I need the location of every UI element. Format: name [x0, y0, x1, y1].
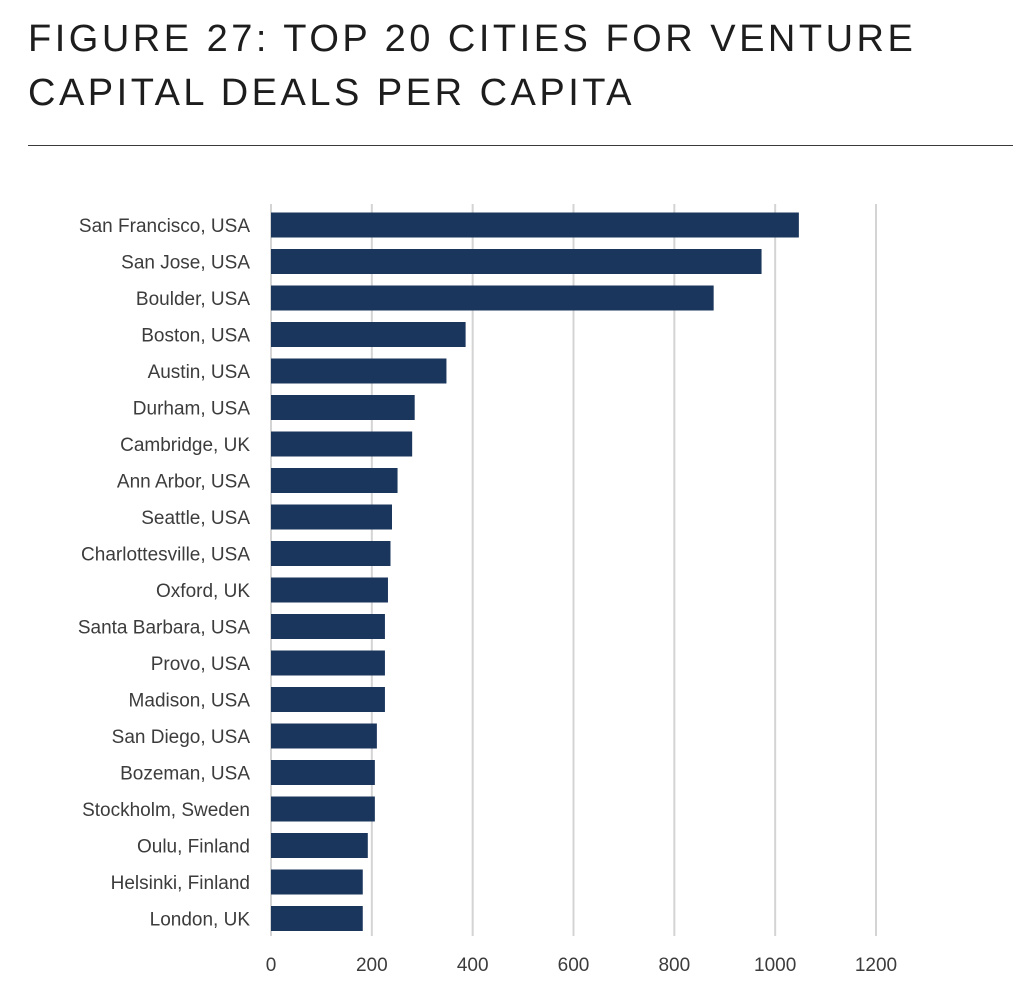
bar-santa-barbara-usa: [271, 614, 385, 639]
x-tick-label: 1200: [855, 955, 897, 976]
category-labels: San Francisco, USA San Jose, USA Boulder, …: [78, 216, 250, 931]
bar-charlottesville-usa: [271, 541, 391, 566]
category-label: San Diego, USA: [112, 727, 251, 748]
x-tick-label: 400: [457, 955, 489, 976]
bars: [271, 212, 799, 931]
x-tick-label: 600: [558, 955, 590, 976]
category-label: Stockholm, Sweden: [82, 800, 250, 821]
bar-oxford-uk: [271, 577, 388, 603]
bar-madison-usa: [271, 687, 385, 712]
category-label: Boston, USA: [141, 326, 250, 347]
category-label: San Jose, USA: [121, 253, 250, 274]
bar-boulder-usa: [271, 285, 714, 311]
bar-durham-usa: [271, 395, 415, 420]
category-label: Oulu, Finland: [137, 837, 250, 858]
category-label: Provo, USA: [151, 654, 251, 675]
x-tick-label: 1000: [754, 955, 796, 976]
bar-san-francisco-usa: [271, 212, 799, 238]
category-label: Helsinki, Finland: [111, 873, 250, 894]
bar-ann-arbor-usa: [271, 468, 398, 493]
category-label: Durham, USA: [133, 399, 251, 420]
category-label: Bozeman, USA: [120, 764, 250, 785]
category-label: Charlottesville, USA: [81, 545, 250, 566]
bar-bozeman-usa: [271, 760, 375, 785]
category-label: Oxford, UK: [156, 581, 250, 602]
category-label: Cambridge, UK: [120, 435, 250, 456]
bar-oulu-finland: [271, 833, 368, 858]
bar-boston-usa: [271, 322, 466, 347]
category-label: Seattle, USA: [141, 508, 250, 529]
title-divider: [28, 145, 1013, 146]
bar-seattle-usa: [271, 504, 392, 530]
x-tick-label: 200: [356, 955, 388, 976]
category-label: Santa Barbara, USA: [78, 618, 250, 639]
category-label: San Francisco, USA: [79, 216, 250, 237]
bar-london-uk: [271, 906, 363, 931]
gridlines: [270, 204, 877, 936]
bar-helsinki-finland: [271, 869, 363, 895]
category-label: Boulder, USA: [136, 289, 250, 310]
chart-title: FIGURE 27: TOP 20 CITIES FOR VENTURE CAP…: [28, 18, 917, 114]
bar-stockholm-sweden: [271, 796, 375, 822]
category-label: London, UK: [150, 910, 251, 931]
category-label: Madison, USA: [129, 691, 251, 712]
bar-cambridge-uk: [271, 431, 413, 457]
x-tick-label: 800: [658, 955, 690, 976]
category-label: Austin, USA: [148, 362, 251, 383]
bar-san-diego-usa: [271, 723, 377, 749]
bar-austin-usa: [271, 358, 447, 384]
bar-provo-usa: [271, 650, 385, 676]
x-tick-label: 0: [266, 955, 277, 976]
x-axis-ticks: 0 200 400 600 800 1000 1200: [266, 955, 897, 976]
category-label: Ann Arbor, USA: [117, 472, 250, 493]
bar-san-jose-usa: [271, 249, 762, 274]
